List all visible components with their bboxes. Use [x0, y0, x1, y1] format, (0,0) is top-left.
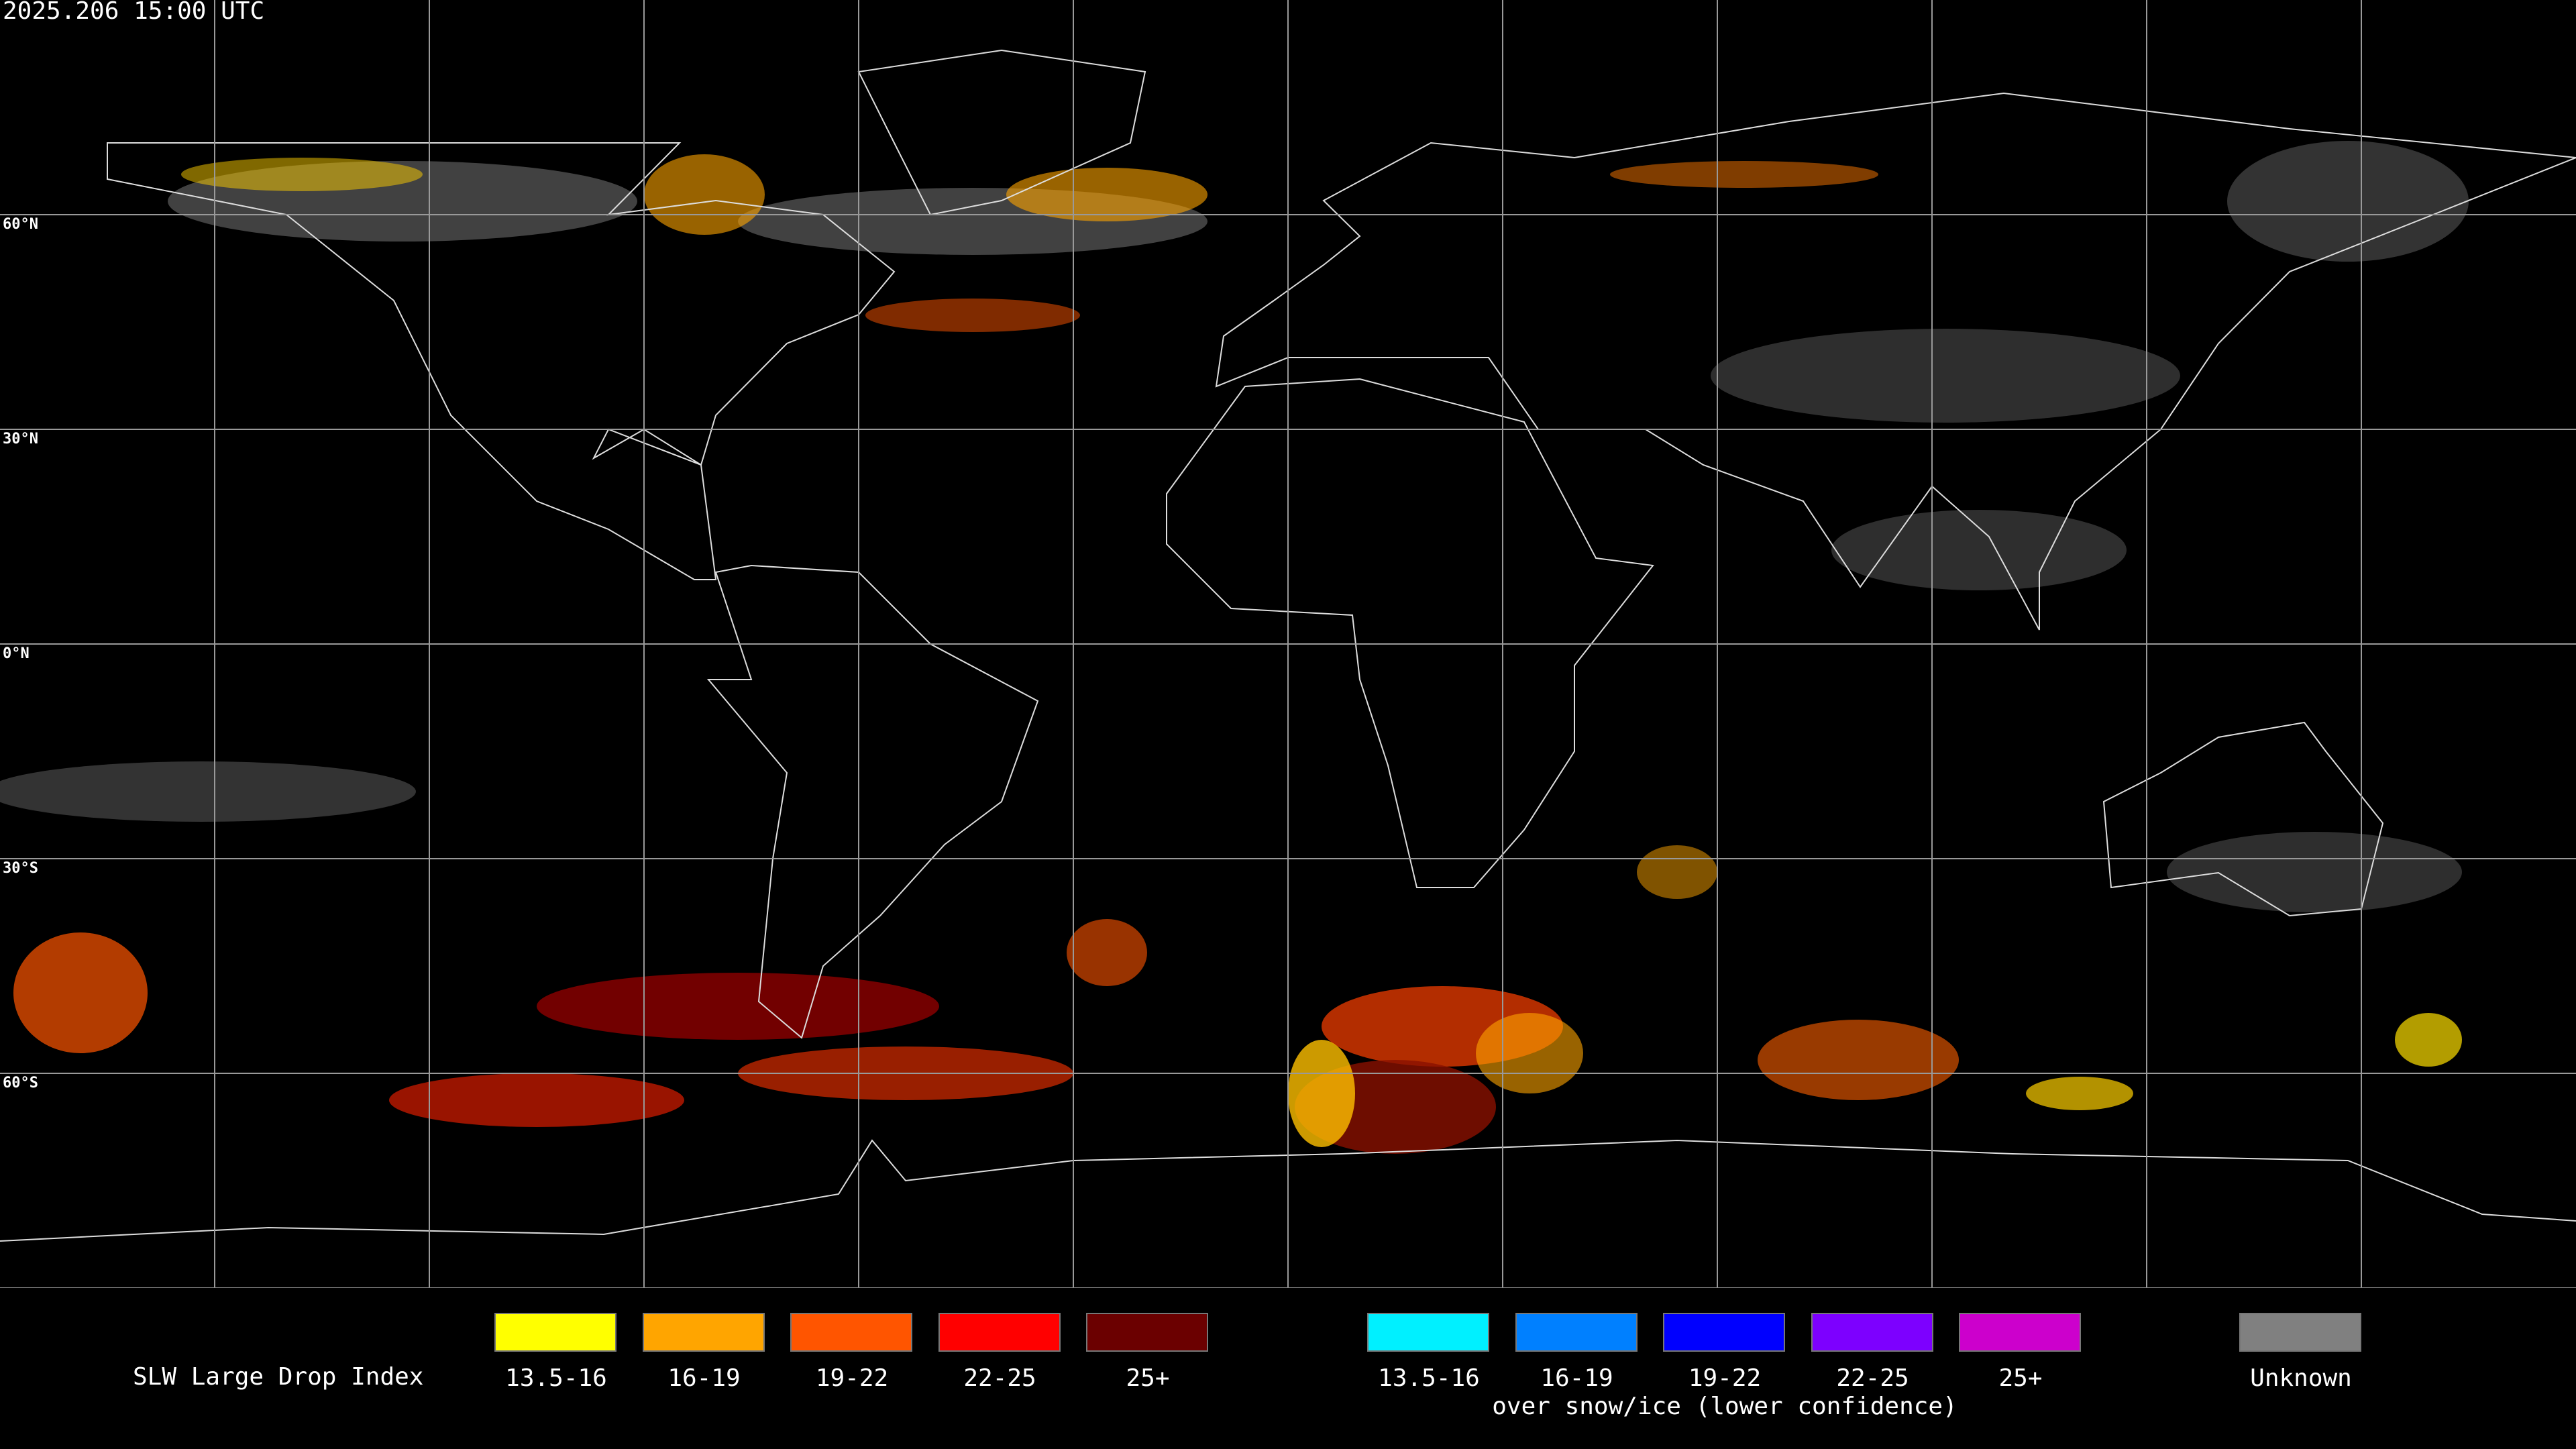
legend-label: 22-25	[963, 1364, 1036, 1392]
legend-label: 25+	[1126, 1364, 1170, 1392]
legend-label: 13.5-16	[505, 1364, 607, 1392]
legend-swatch	[2239, 1313, 2361, 1352]
latitude-label: 60°S	[3, 1075, 38, 1091]
legend-swatch	[938, 1313, 1061, 1352]
legend-swatch	[642, 1313, 765, 1352]
legend-swatch	[1959, 1313, 2081, 1352]
map	[0, 0, 2576, 1288]
legend-swatch	[1367, 1313, 1489, 1352]
latitude-label: 30°N	[3, 431, 38, 447]
legend-label: Unknown	[2250, 1364, 2352, 1392]
legend-label: 13.5-16	[1378, 1364, 1480, 1392]
latitude-label: 30°S	[3, 860, 38, 877]
legend-label: 16-19	[1540, 1364, 1613, 1392]
legend-label: 19-22	[815, 1364, 889, 1392]
legend-title: SLW Large Drop Index	[133, 1363, 424, 1391]
graticule	[0, 0, 2576, 1288]
legend-swatch	[790, 1313, 912, 1352]
latitude-label: 60°N	[3, 216, 38, 233]
legend-swatch	[1663, 1313, 1785, 1352]
coastlines	[0, 49, 2576, 1242]
legend-swatch	[1086, 1313, 1208, 1352]
legend-label: 25+	[1998, 1364, 2043, 1392]
legend-swatch	[1515, 1313, 1638, 1352]
legend-swatch	[494, 1313, 616, 1352]
cloud-patches	[0, 141, 2469, 1154]
legend-label: 16-19	[667, 1364, 741, 1392]
legend-swatch	[1811, 1313, 1933, 1352]
legend-caption: over snow/ice (lower confidence)	[1492, 1393, 1957, 1420]
timestamp: 2025.206 15:00 UTC	[3, 0, 265, 25]
legend-label: 19-22	[1688, 1364, 1762, 1392]
latitude-label: 0°N	[3, 645, 30, 662]
legend-label: 22-25	[1836, 1364, 1909, 1392]
